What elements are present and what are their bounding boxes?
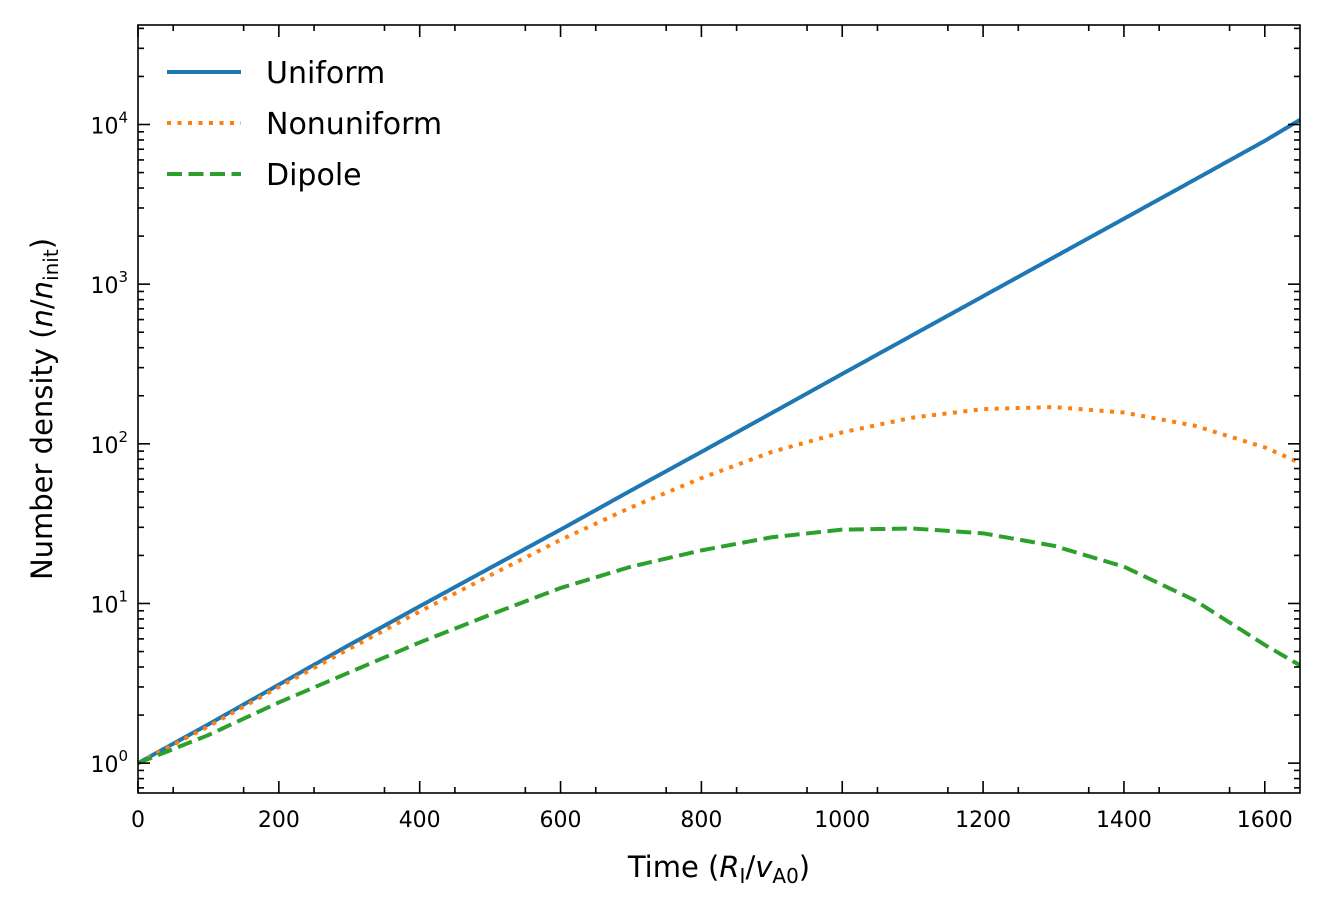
x-tick-label: 1400 (1096, 808, 1152, 833)
x-tick-label: 0 (131, 808, 145, 833)
x-tick-label: 200 (258, 808, 300, 833)
legend-label-dipole: Dipole (266, 158, 362, 193)
x-tick-label: 600 (540, 808, 582, 833)
y-tick-label: 101 (90, 587, 128, 618)
legend-label-uniform: Uniform (266, 56, 385, 91)
y-tick-label: 104 (90, 109, 128, 140)
series-layer (137, 118, 1302, 765)
ticks-layer: 0 200 400 600 800 1000 1200 1400 1600 100 101 102 10… (90, 25, 1300, 833)
legend-label-nonuniform: Nonuniform (266, 107, 442, 142)
y-tick-label: 102 (90, 428, 128, 459)
x-tick-label: 400 (399, 808, 441, 833)
y-axis-title: Number density (n/ninit) (25, 238, 63, 580)
plot-frame (137, 24, 1301, 794)
x-axis-title: Time (RI/vA0) (627, 850, 810, 888)
legend: Uniform Nonuniform Dipole (167, 56, 442, 193)
x-tick-label: 1200 (955, 808, 1011, 833)
y-tick-label: 103 (90, 268, 128, 299)
y-tick-label: 100 (90, 747, 128, 778)
x-tick-label: 1600 (1237, 808, 1293, 833)
series-line-uniform (137, 118, 1302, 765)
series-line-dipole (137, 526, 1302, 765)
x-tick-label: 800 (680, 808, 722, 833)
x-tick-label: 1000 (814, 808, 870, 833)
